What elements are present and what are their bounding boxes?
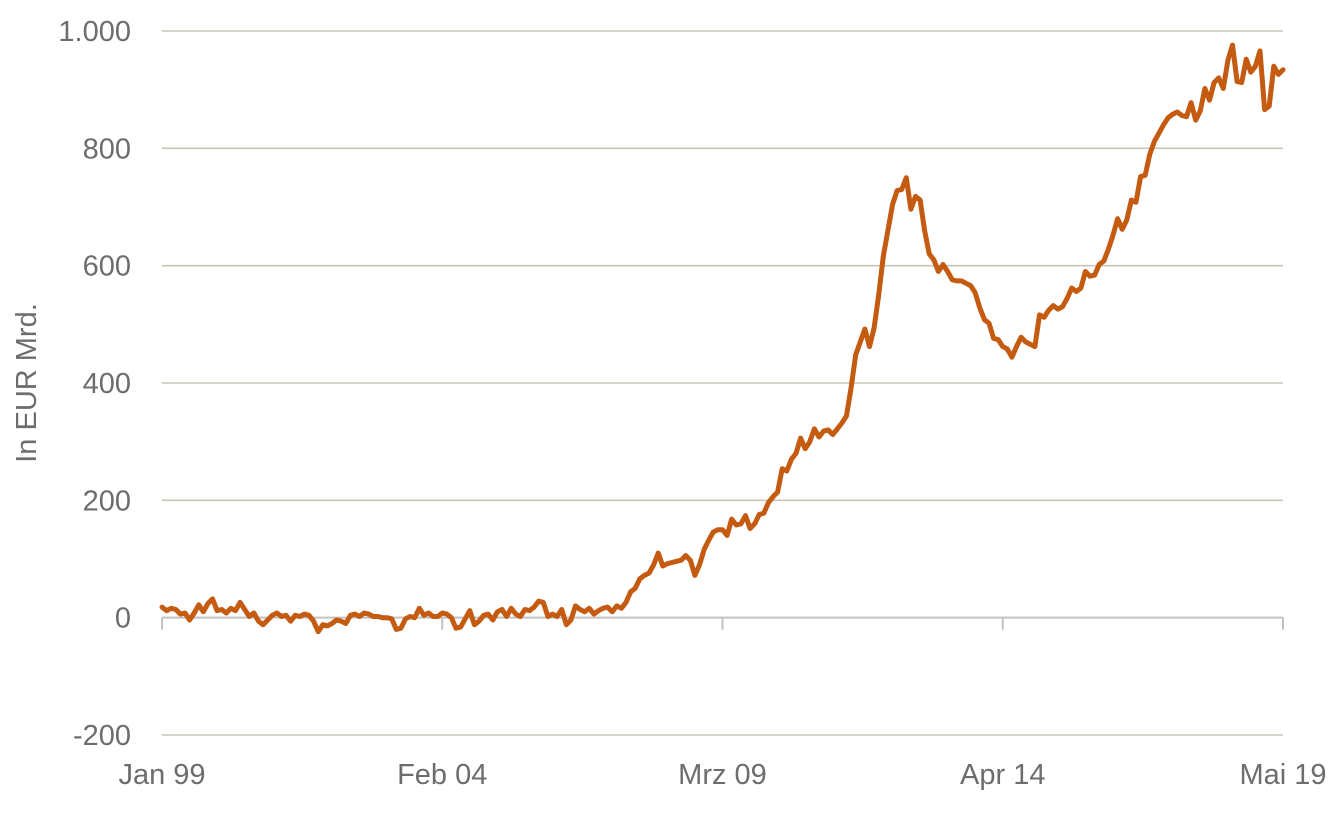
y-tick-label: 0: [115, 603, 131, 635]
y-tick-label: 400: [83, 368, 131, 400]
y-tick-labels: 1.000 800 600 400 200 0 -200: [58, 16, 131, 752]
y-tick-label: -200: [73, 720, 131, 752]
y-tick-label: 800: [83, 133, 131, 165]
y-tick-label: 200: [83, 485, 131, 517]
x-tick-label: Mrz 09: [678, 759, 767, 791]
x-tick-label: Feb 04: [397, 759, 487, 791]
series-layer: [159, 42, 1286, 635]
y-tick-label: 1.000: [58, 16, 131, 48]
x-ticks: Jan 99 Feb 04 Mrz 09 Apr 14 Mai 19: [118, 617, 1327, 791]
x-tick-label: Jan 99: [118, 759, 205, 791]
series-line: [159, 42, 1286, 635]
x-tick-label: Apr 14: [960, 759, 1045, 791]
x-tick-label: Mai 19: [1239, 759, 1326, 791]
y-axis-title: In EUR Mrd.: [11, 303, 43, 463]
y-tick-label: 600: [83, 251, 131, 283]
